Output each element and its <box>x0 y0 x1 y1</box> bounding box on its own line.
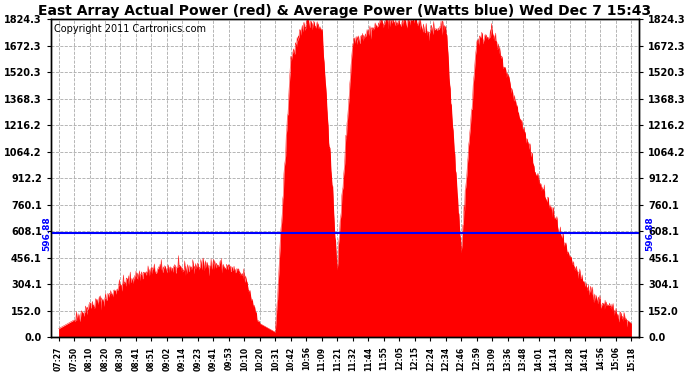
Title: East Array Actual Power (red) & Average Power (Watts blue) Wed Dec 7 15:43: East Array Actual Power (red) & Average … <box>39 4 651 18</box>
Text: 596.88: 596.88 <box>645 216 654 251</box>
Text: Copyright 2011 Cartronics.com: Copyright 2011 Cartronics.com <box>54 24 206 34</box>
Text: 596.88: 596.88 <box>42 216 51 251</box>
